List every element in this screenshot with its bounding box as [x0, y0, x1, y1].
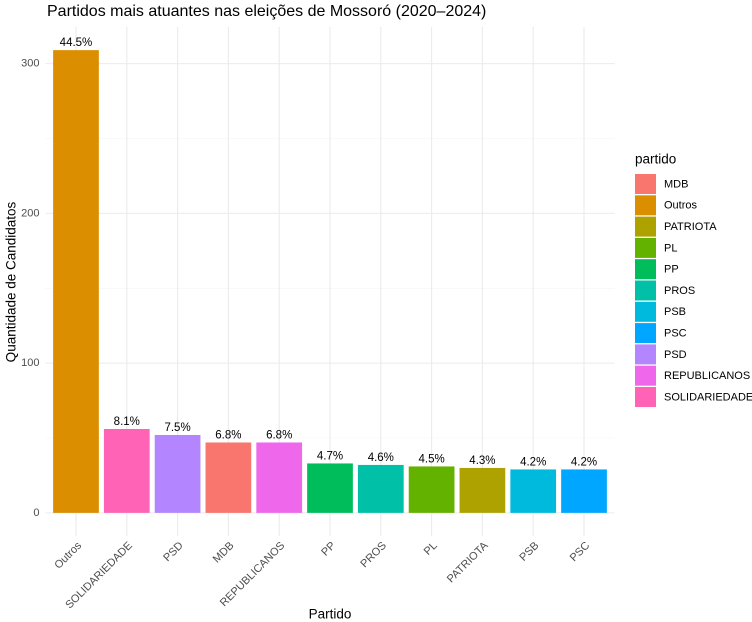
legend-swatch	[635, 301, 656, 322]
bar	[459, 467, 506, 513]
legend-label: PSB	[664, 306, 686, 318]
y-tick-label: 100	[21, 357, 39, 369]
y-tick-label: 200	[21, 207, 39, 219]
value-label: 4.2%	[520, 456, 546, 468]
legend-label: PATRIOTA	[664, 221, 717, 233]
legend-swatch	[635, 344, 656, 365]
bar	[561, 469, 607, 513]
legend-swatch	[635, 195, 656, 216]
value-label: 4.3%	[469, 455, 495, 467]
legend-label: MDB	[664, 178, 688, 190]
legend-swatch	[635, 365, 656, 386]
value-label: 44.5%	[60, 37, 93, 49]
value-label: 4.2%	[571, 456, 597, 468]
x-tick-label: PSB	[517, 540, 541, 564]
y-tick-label: 0	[33, 507, 39, 519]
legend-swatch	[635, 237, 656, 258]
x-axis-title: Partido	[309, 607, 352, 622]
legend-swatch	[635, 323, 656, 344]
x-tick-label: PP	[319, 540, 338, 559]
bar	[408, 466, 455, 513]
x-tick-label: MDB	[211, 540, 237, 566]
legend-label: PL	[664, 242, 677, 254]
legend-label: SOLIDARIEDADE	[664, 391, 752, 403]
legend-label: PP	[664, 264, 679, 276]
legend-label: PSC	[664, 328, 687, 340]
x-tick-label: PL	[422, 540, 440, 558]
y-axis-title: Quantidade de Candidatos	[4, 201, 19, 362]
bar	[307, 463, 353, 513]
x-tick-label: PATRIOTA	[445, 539, 491, 585]
value-label: 8.1%	[114, 416, 140, 428]
value-label: 6.8%	[266, 430, 292, 442]
x-tick-label: Outros	[52, 539, 84, 571]
y-tick-label: 300	[21, 58, 39, 70]
bar	[510, 469, 557, 513]
chart-title: Partidos mais atuantes nas eleições de M…	[47, 3, 486, 20]
value-label: 6.8%	[215, 430, 241, 442]
legend-label: PROS	[664, 285, 695, 297]
value-label: 4.7%	[317, 450, 343, 462]
legend-title: partido	[635, 152, 676, 167]
legend-label: Outros	[664, 200, 698, 212]
legend-label: REPUBLICANOS	[664, 370, 750, 382]
legend-swatch	[635, 216, 656, 237]
bar	[205, 442, 252, 513]
x-tick-label: PSD	[161, 540, 186, 565]
bar	[256, 442, 303, 513]
legend-swatch	[635, 387, 656, 407]
x-tick-label: PROS	[358, 540, 389, 571]
bar	[154, 434, 201, 513]
bar	[53, 50, 99, 513]
value-label: 7.5%	[164, 422, 190, 434]
legend-label: PSD	[664, 349, 687, 361]
value-label: 4.5%	[418, 453, 444, 465]
value-label: 4.6%	[368, 452, 394, 464]
legend-swatch	[635, 174, 656, 194]
legend-swatch	[635, 280, 656, 301]
legend-swatch	[635, 259, 656, 280]
bar	[357, 464, 404, 513]
bar	[103, 429, 150, 513]
x-tick-label: PSC	[568, 540, 593, 565]
